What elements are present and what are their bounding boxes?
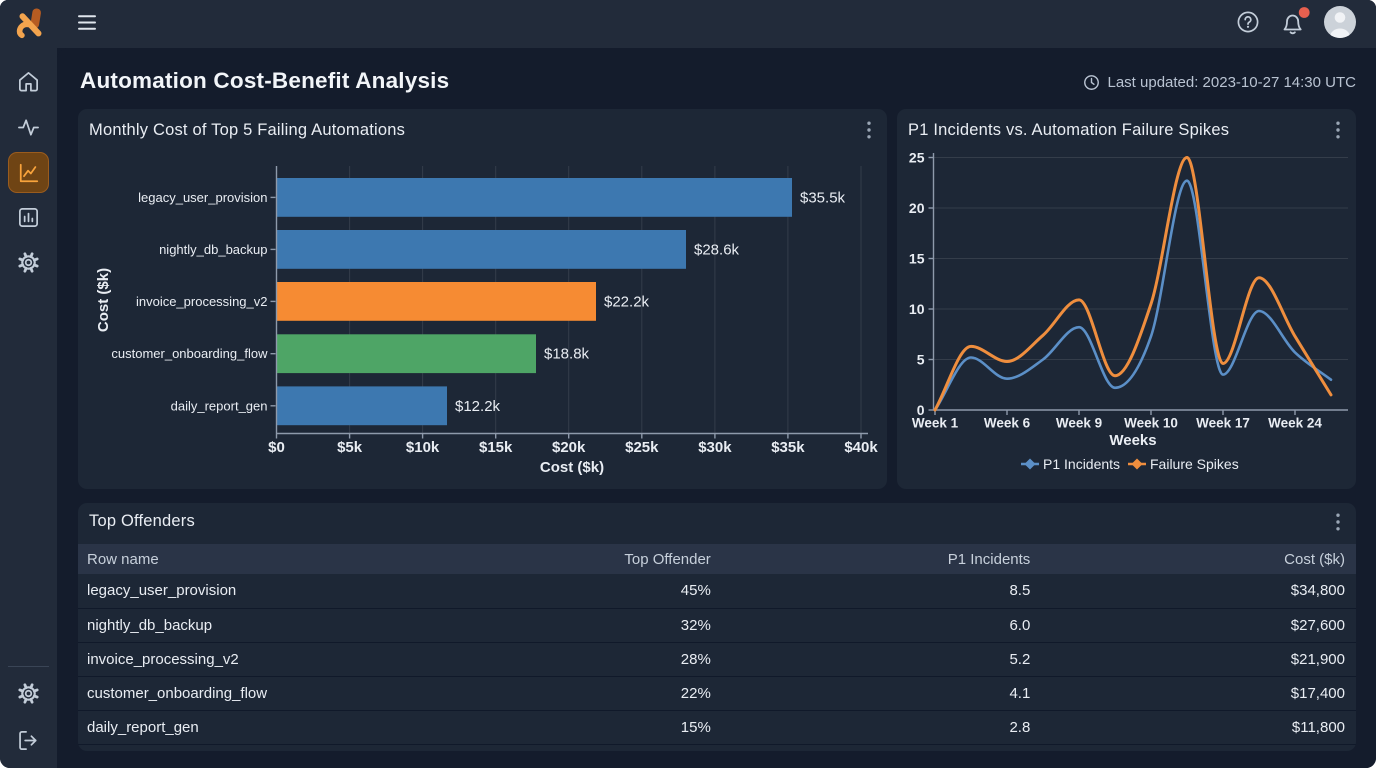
svg-text:Cost ($k): Cost ($k): [95, 268, 112, 332]
svg-text:0: 0: [917, 402, 925, 418]
svg-text:$30k: $30k: [698, 439, 732, 456]
svg-text:daily_report_gen: daily_report_gen: [171, 398, 268, 413]
svg-text:Week 6: Week 6: [984, 416, 1031, 431]
svg-text:$5k: $5k: [337, 439, 363, 456]
svg-text:nightly_db_backup: nightly_db_backup: [159, 242, 267, 257]
svg-text:$15k: $15k: [479, 439, 513, 456]
svg-text:Week 24: Week 24: [1268, 416, 1322, 431]
svg-text:Cost ($k): Cost ($k): [540, 459, 604, 476]
svg-text:$25k: $25k: [625, 439, 659, 456]
svg-text:Week 10: Week 10: [1124, 416, 1178, 431]
svg-text:Failure Spikes: Failure Spikes: [1150, 456, 1239, 472]
svg-text:$28.6k: $28.6k: [694, 241, 740, 258]
svg-text:customer_onboarding_flow: customer_onboarding_flow: [111, 346, 268, 361]
svg-text:$10k: $10k: [406, 439, 440, 456]
svg-text:invoice_processing_v2: invoice_processing_v2: [136, 294, 268, 309]
svg-text:20: 20: [909, 200, 925, 216]
svg-text:$0: $0: [268, 439, 285, 456]
svg-text:$12.2k: $12.2k: [455, 398, 501, 415]
svg-text:$40k: $40k: [844, 439, 878, 456]
svg-text:5: 5: [917, 352, 925, 368]
svg-text:$18.8k: $18.8k: [544, 346, 590, 363]
svg-text:10: 10: [909, 301, 925, 317]
svg-text:Week 17: Week 17: [1196, 416, 1250, 431]
svg-text:legacy_user_provision: legacy_user_provision: [138, 190, 267, 205]
svg-text:Weeks: Weeks: [1109, 432, 1156, 449]
svg-text:$35.5k: $35.5k: [800, 189, 846, 206]
svg-text:15: 15: [909, 251, 925, 267]
svg-text:$20k: $20k: [552, 439, 586, 456]
svg-text:25: 25: [909, 150, 925, 166]
svg-text:$22.2k: $22.2k: [604, 293, 650, 310]
svg-text:Week 1: Week 1: [912, 416, 959, 431]
svg-text:$35k: $35k: [771, 439, 805, 456]
svg-text:Week 9: Week 9: [1056, 416, 1102, 431]
svg-text:P1 Incidents: P1 Incidents: [1043, 456, 1120, 472]
